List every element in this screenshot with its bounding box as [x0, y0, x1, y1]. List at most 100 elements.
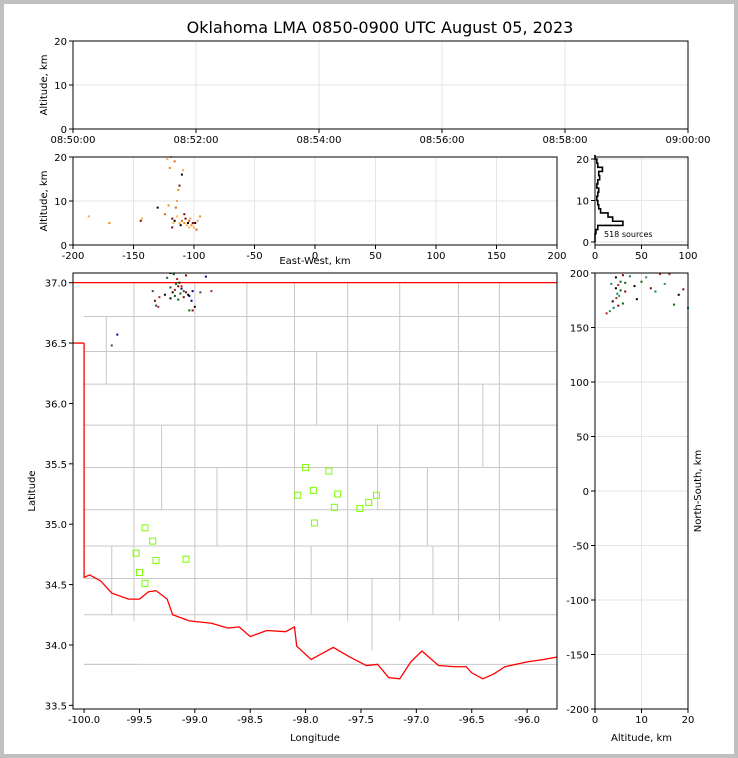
x-axis-label: East-West, km [279, 256, 350, 267]
x-tick-label: 08:58:00 [543, 135, 588, 146]
lma-station [182, 555, 190, 563]
source-point [190, 299, 193, 302]
x-tick-label: 50 [635, 251, 648, 262]
source-point [108, 222, 111, 224]
source-point [175, 282, 178, 285]
y-tick-label: -150 [566, 651, 589, 662]
x-tick-label: -97.5 [348, 715, 374, 726]
y-tick-label: -100 [566, 596, 589, 607]
x-tick-label: 50 [369, 251, 382, 262]
y-tick-label: 34.5 [45, 581, 67, 592]
lma-station [302, 463, 310, 471]
x-tick-label: -100 [183, 251, 206, 262]
source-point [156, 206, 159, 209]
source-point [199, 215, 202, 218]
source-point [191, 290, 194, 293]
source-point [177, 189, 180, 191]
source-point [185, 224, 188, 227]
source-point [621, 274, 624, 277]
source-point [610, 282, 613, 285]
source-point [179, 292, 182, 295]
source-point [614, 287, 617, 290]
source-count-annotation: 518 sources [604, 230, 653, 239]
source-point [635, 298, 638, 301]
x-tick-label: 0 [312, 251, 318, 262]
source-point [210, 290, 213, 293]
y-tick-label: 20 [576, 155, 589, 166]
lma-station [309, 486, 317, 494]
y-tick-label: 0 [583, 238, 589, 249]
source-point [649, 287, 652, 290]
x-tick-label: 100 [426, 251, 445, 262]
source-point [184, 291, 187, 294]
y-tick-label: 35.5 [45, 460, 67, 471]
y-tick-label: 35.0 [45, 520, 67, 531]
lma-figure: Oklahoma LMA 0850-0900 UTC August 05, 20… [27, 18, 710, 744]
source-point [605, 312, 608, 315]
source-point [190, 224, 193, 227]
histogram-panel: 0 50 100 0 10 20 518 sources [576, 154, 698, 262]
y-tick-label: 150 [570, 324, 589, 335]
y-axis-label: Altitude, km [39, 55, 50, 116]
y-axis-label: Altitude, km [39, 171, 50, 232]
y-tick-label: 10 [54, 197, 67, 208]
source-point [110, 344, 113, 347]
source-point [618, 294, 621, 297]
lma-station [149, 537, 157, 545]
source-point [663, 282, 666, 285]
x-tick-label: -97.0 [403, 715, 429, 726]
lma-station [334, 490, 342, 498]
source-point [116, 333, 119, 336]
source-point [172, 273, 175, 276]
x-tick-label: 08:52:00 [174, 135, 219, 146]
y-tick-label: 10 [576, 197, 589, 208]
lma-station [325, 467, 333, 475]
y-tick-label: 100 [570, 378, 589, 389]
source-point [196, 219, 199, 222]
lma-station [132, 549, 140, 557]
x-axis-label: Altitude, km [611, 733, 672, 744]
source-point [182, 290, 185, 293]
source-point [188, 294, 191, 297]
x-tick-label: 08:54:00 [297, 135, 342, 146]
source-point [188, 226, 191, 229]
y-tick-label: 36.5 [45, 339, 67, 350]
source-point [616, 292, 619, 295]
source-point [177, 285, 180, 288]
source-point [180, 287, 183, 290]
x-tick-label: -99.5 [127, 715, 153, 726]
x-tick-label: 200 [547, 251, 566, 262]
y-axis-label: Latitude [27, 470, 38, 511]
axes-frame [72, 272, 558, 710]
source-point [173, 294, 176, 297]
source-point [186, 222, 189, 224]
source-point [173, 160, 176, 163]
source-point [640, 280, 643, 283]
x-tick-label: -99.0 [182, 715, 208, 726]
x-tick-label: -98.0 [293, 715, 319, 726]
source-point [176, 278, 179, 281]
y-tick-label: 20 [54, 37, 67, 48]
lma-station [135, 569, 143, 577]
source-point [168, 167, 171, 169]
figure-frame: Oklahoma LMA 0850-0900 UTC August 05, 20… [4, 4, 734, 754]
y-tick-label: 50 [576, 433, 589, 444]
x-tick-label: -100.0 [68, 715, 100, 726]
source-point [673, 303, 676, 306]
y-tick-label: 37.0 [45, 279, 67, 290]
lma-station [294, 491, 302, 499]
x-tick-label: -96.5 [459, 715, 485, 726]
altitude-ns-panel: 0 10 20 200 150 100 50 0 -50 -100 -150 -200 Altitude… [566, 269, 704, 744]
source-point [158, 296, 161, 299]
east-west-panel: -200 -150 -100 -50 0 50 100 150 200 0 10 20 Altitude… [39, 153, 567, 267]
source-point [169, 297, 172, 300]
source-point [668, 273, 671, 276]
source-point [617, 283, 620, 286]
y-tick-label: 0 [583, 487, 589, 498]
x-tick-label: 20 [682, 715, 695, 726]
x-tick-label: 0 [592, 715, 598, 726]
x-tick-label: 0 [592, 251, 598, 262]
source-point [608, 310, 611, 313]
x-tick-label: -98.5 [237, 715, 263, 726]
source-point [172, 222, 175, 224]
